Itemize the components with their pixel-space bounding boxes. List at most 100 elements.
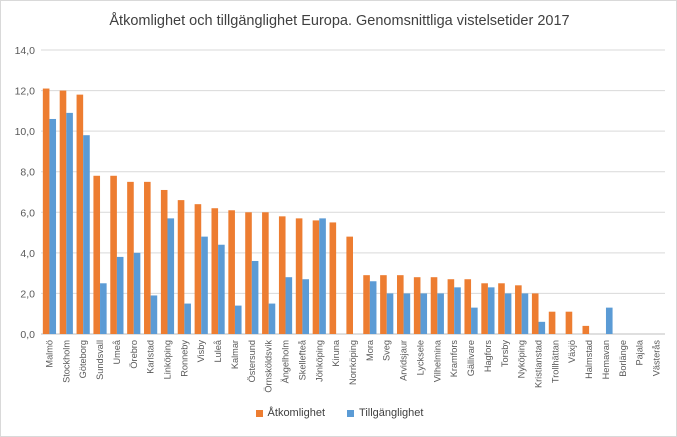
bar-atkomlighet-0	[42, 88, 50, 335]
x-tick-label: Lycksele	[415, 340, 425, 375]
bar-atkomlighet-15	[295, 218, 303, 334]
bar-atkomlighet-22	[413, 277, 421, 334]
bar-atkomlighet-8	[177, 200, 185, 334]
x-tick-label: Pajala	[635, 339, 645, 365]
bar-atkomlighet-29	[531, 293, 539, 334]
y-tick-label: 6,0	[20, 207, 35, 219]
bar-tillganglighet-6	[150, 295, 158, 334]
x-tick-label: Karlstad	[146, 340, 156, 374]
bar-atkomlighet-17	[329, 222, 337, 334]
bar-atkomlighet-1	[59, 90, 67, 334]
bar-tillganglighet-4	[116, 256, 124, 334]
bar-atkomlighet-14	[278, 216, 286, 334]
bar-tillganglighet-19	[369, 281, 377, 334]
x-tick-label: Trollhättan	[550, 340, 560, 383]
bar-tillganglighet-22	[420, 293, 428, 334]
x-tick-label: Nyköping	[517, 340, 527, 378]
bar-atkomlighet-28	[515, 285, 522, 334]
bar-atkomlighet-12	[245, 212, 252, 334]
x-tick-label: Kiruna	[331, 339, 341, 366]
x-tick-label: Mora	[365, 339, 375, 361]
bar-tillganglighet-0	[49, 118, 57, 334]
legend-swatch-tillganglighet	[347, 409, 355, 417]
bar-tillganglighet-25	[471, 307, 478, 334]
bar-atkomlighet-9	[194, 204, 202, 334]
bar-atkomlighet-32	[582, 325, 590, 334]
y-tick-label: 8,0	[20, 167, 35, 179]
legend-item-atkomlighet: Åtkomlighet	[255, 407, 326, 419]
bar-tillganglighet-16	[319, 218, 326, 334]
y-tick-label: 12,0	[15, 86, 36, 98]
x-tick-label: Jönköping	[314, 340, 324, 382]
bar-tillganglighet-14	[285, 277, 293, 334]
x-tick-label: Borlänge	[618, 340, 628, 377]
x-tick-label: Vilhelmina	[432, 339, 442, 382]
x-tick-label: Sveg	[382, 340, 392, 361]
x-tick-label: Gällivare	[466, 340, 476, 376]
bar-atkomlighet-5	[127, 181, 134, 334]
x-tick-label: Göteborg	[78, 340, 88, 378]
x-tick-label: Arvidsjaur	[399, 340, 409, 381]
bar-atkomlighet-23	[430, 277, 438, 334]
bar-tillganglighet-2	[83, 135, 90, 334]
bar-atkomlighet-18	[346, 236, 353, 334]
bar-atkomlighet-24	[447, 279, 455, 334]
bar-atkomlighet-11	[228, 210, 235, 334]
x-tick-label: Halmstad	[584, 340, 594, 379]
bar-tillganglighet-1	[66, 112, 73, 334]
bar-atkomlighet-31	[565, 311, 573, 334]
bar-tillganglighet-33	[605, 307, 613, 334]
bar-tillganglighet-8	[184, 303, 191, 334]
bar-atkomlighet-16	[312, 220, 320, 334]
bar-tillganglighet-7	[167, 218, 175, 334]
bar-atkomlighet-10	[211, 208, 219, 334]
x-tick-label: Luleå	[213, 339, 223, 362]
bar-tillganglighet-26	[487, 287, 495, 334]
bar-atkomlighet-19	[363, 275, 370, 334]
legend-label-tillganglighet: Tillgänglighet	[359, 407, 424, 419]
bar-atkomlighet-3	[93, 175, 101, 334]
x-tick-label: Hagfors	[483, 340, 493, 373]
bar-tillganglighet-27	[504, 293, 512, 334]
bar-tillganglighet-29	[538, 321, 546, 334]
bar-tillganglighet-23	[437, 293, 444, 334]
y-tick-label: 10,0	[15, 126, 36, 138]
x-tick-label: Umeå	[112, 339, 122, 364]
legend-label-atkomlighet: Åtkomlighet	[267, 407, 326, 419]
x-tick-label: Ängelholm	[281, 340, 291, 384]
y-tick-label: 14,0	[15, 45, 36, 57]
x-tick-label: Kramfors	[449, 340, 459, 378]
bar-atkomlighet-4	[110, 175, 117, 334]
bar-tillganglighet-11	[234, 305, 242, 334]
x-tick-label: Kalmar	[230, 340, 240, 369]
x-tick-label: Västerås	[652, 340, 662, 377]
x-tick-label: Sundsvall	[95, 340, 105, 380]
bar-tillganglighet-21	[403, 293, 411, 334]
bar-tillganglighet-15	[302, 279, 310, 334]
bar-tillganglighet-24	[454, 287, 461, 334]
x-tick-label: Visby	[196, 340, 206, 363]
x-tick-label: Östersund	[247, 340, 257, 382]
y-tick-label: 4,0	[20, 248, 35, 260]
x-tick-label: Skellefteå	[297, 339, 307, 380]
bar-tillganglighet-13	[268, 303, 276, 334]
bar-tillganglighet-10	[218, 244, 225, 334]
y-tick-label: 0,0	[20, 329, 35, 341]
x-tick-label: Växjö	[567, 340, 577, 363]
bar-atkomlighet-27	[498, 283, 505, 334]
legend-item-tillganglighet: Tillgänglighet	[347, 407, 423, 419]
bar-atkomlighet-2	[76, 94, 84, 334]
x-tick-label: Linköping	[162, 340, 172, 379]
y-tick-label: 2,0	[20, 288, 35, 300]
x-tick-label: Örnsköldsvik	[264, 340, 274, 393]
bar-tillganglighet-9	[201, 236, 208, 334]
x-tick-label: Stockholm	[61, 340, 71, 383]
x-tick-label: Ronneby	[179, 340, 189, 377]
bar-tillganglighet-28	[521, 293, 529, 334]
bar-tillganglighet-20	[386, 293, 394, 334]
x-tick-label: Hemavan	[601, 340, 611, 379]
x-tick-label: Kristianstad	[534, 340, 544, 388]
bar-tillganglighet-5	[133, 252, 141, 334]
